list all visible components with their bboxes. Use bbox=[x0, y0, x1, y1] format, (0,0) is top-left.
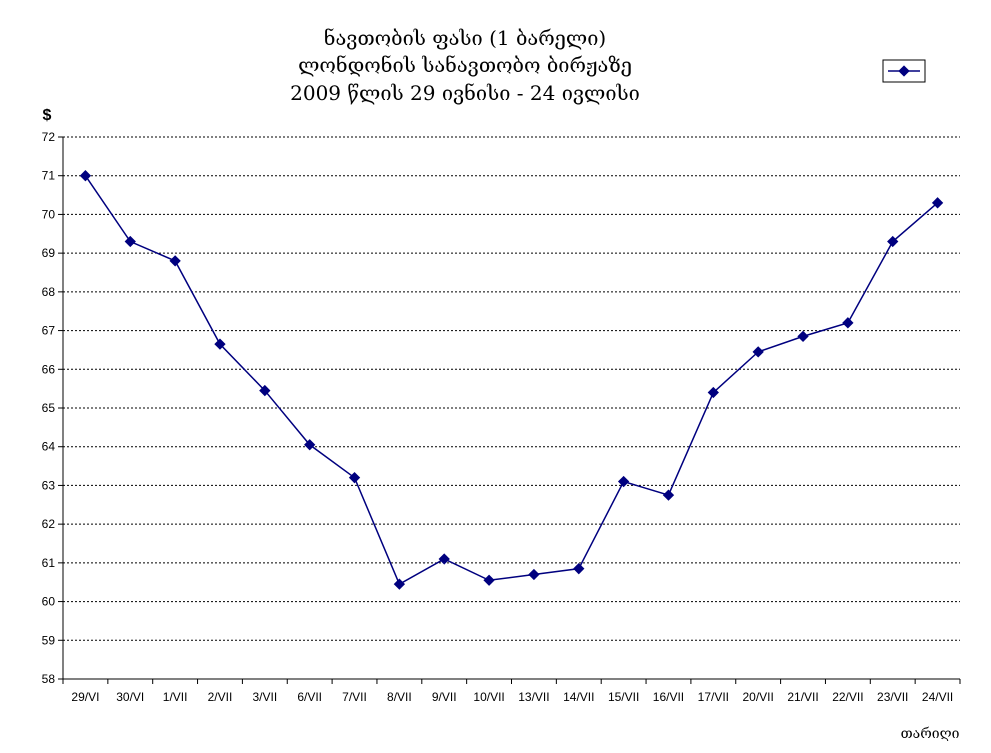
title-line-2: ლონდონის სანავთობო ბირჟაზე bbox=[298, 53, 632, 77]
data-point bbox=[124, 235, 136, 248]
x-tick-label: 10/VII bbox=[473, 690, 504, 704]
y-tick-label: 71 bbox=[42, 169, 56, 183]
chart-title: ნავთობის ფასი (1 ბარელი) ლონდონის სანავთ… bbox=[290, 26, 640, 105]
data-point bbox=[259, 384, 271, 397]
x-tick-label: 15/VII bbox=[608, 690, 639, 704]
data-point bbox=[797, 330, 809, 343]
data-point bbox=[214, 338, 226, 350]
y-tick-label: 69 bbox=[42, 246, 56, 260]
y-tick-label: 70 bbox=[42, 207, 56, 221]
y-tick-label: 59 bbox=[42, 633, 56, 647]
x-tick-label: 17/VII bbox=[698, 690, 729, 704]
y-tick-label: 61 bbox=[42, 556, 56, 570]
x-tick-label: 3/VII bbox=[252, 690, 277, 704]
x-tick-label: 30/VI bbox=[116, 690, 144, 704]
data-point bbox=[438, 553, 450, 565]
x-tick-label: 14/VII bbox=[563, 690, 594, 704]
data-point bbox=[662, 489, 675, 501]
x-tick-label: 23/VII bbox=[877, 690, 908, 704]
y-tick-label: 66 bbox=[42, 362, 56, 376]
series-line-group bbox=[79, 170, 944, 590]
data-point bbox=[842, 317, 854, 329]
x-tick-label: 13/VII bbox=[518, 690, 549, 704]
x-tick-label: 8/VII bbox=[387, 690, 412, 704]
x-tick-label: 6/VII bbox=[297, 690, 322, 704]
y-tick-label: 65 bbox=[42, 401, 56, 415]
data-point bbox=[79, 170, 92, 182]
data-point bbox=[707, 386, 719, 399]
x-axis-label: თარიღი bbox=[901, 725, 960, 742]
data-point bbox=[393, 578, 406, 590]
x-tick-label: 29/VI bbox=[71, 690, 99, 704]
data-point bbox=[931, 197, 944, 209]
data-point bbox=[348, 472, 361, 484]
data-point bbox=[483, 574, 495, 586]
x-tick-label: 22/VII bbox=[832, 690, 863, 704]
x-tick-label: 24/VII bbox=[922, 690, 953, 704]
data-point bbox=[169, 255, 181, 267]
data-point bbox=[752, 346, 764, 358]
legend bbox=[882, 59, 926, 83]
y-tick-label: 72 bbox=[42, 130, 56, 144]
data-point bbox=[887, 235, 899, 248]
y-axis-label: $ bbox=[43, 107, 52, 124]
x-tick-label: 1/VII bbox=[163, 690, 188, 704]
y-tick-label: 64 bbox=[42, 440, 56, 454]
y-tick-label: 68 bbox=[42, 285, 56, 299]
data-point bbox=[528, 568, 540, 581]
y-tick-labels: 58 59 60 61 62 63 64 65 66 67 68 69 70 71 72 bbox=[42, 130, 56, 686]
data-point bbox=[573, 563, 585, 575]
x-tick-label: 16/VII bbox=[653, 690, 684, 704]
x-tick-label: 20/VII bbox=[742, 690, 773, 704]
y-tick-label: 62 bbox=[42, 517, 56, 531]
grid-lines bbox=[58, 136, 960, 680]
y-tick-label: 67 bbox=[42, 324, 56, 338]
title-line-1: ნავთობის ფასი (1 ბარელი) bbox=[324, 26, 606, 50]
y-tick-label: 63 bbox=[42, 478, 56, 492]
x-tick-labels: 29/VI 30/VI 1/VII 2/VII 3/VII 6/VII 7/VII 8/VII… bbox=[62, 679, 961, 704]
y-tick-label: 60 bbox=[42, 595, 56, 609]
data-point bbox=[304, 439, 316, 451]
x-tick-label: 21/VII bbox=[787, 690, 818, 704]
y-tick-label: 58 bbox=[42, 672, 56, 686]
title-line-3: 2009 წლის 29 ივნისი - 24 ივლისი bbox=[290, 81, 640, 105]
data-point bbox=[617, 475, 630, 488]
x-tick-label: 7/VII bbox=[342, 690, 367, 704]
series-line bbox=[84, 175, 939, 586]
x-tick-label: 9/VII bbox=[432, 690, 457, 704]
x-tick-label: 2/VII bbox=[208, 690, 233, 704]
